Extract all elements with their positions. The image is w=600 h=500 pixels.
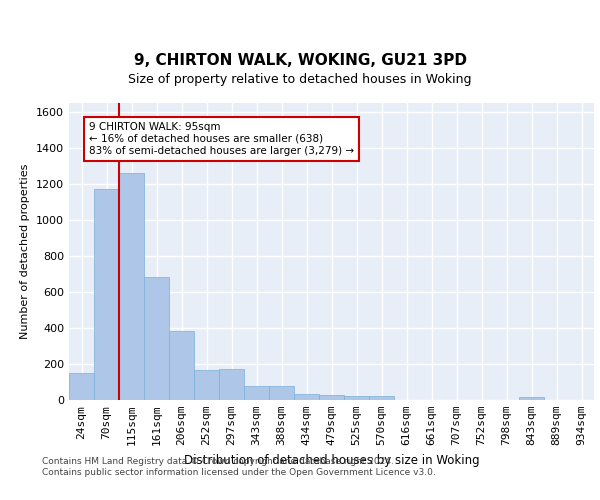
Bar <box>219 370 244 400</box>
Bar <box>369 396 394 400</box>
Bar <box>144 278 169 400</box>
Bar <box>519 398 544 400</box>
Y-axis label: Number of detached properties: Number of detached properties <box>20 164 31 339</box>
Text: Contains HM Land Registry data © Crown copyright and database right 2024.: Contains HM Land Registry data © Crown c… <box>42 456 394 466</box>
Bar <box>94 189 119 400</box>
Bar <box>194 370 219 400</box>
Text: Contains public sector information licensed under the Open Government Licence v3: Contains public sector information licen… <box>42 468 436 477</box>
Text: 9, CHIRTON WALK, WOKING, GU21 3PD: 9, CHIRTON WALK, WOKING, GU21 3PD <box>133 52 467 68</box>
Text: 9 CHIRTON WALK: 95sqm
← 16% of detached houses are smaller (638)
83% of semi-det: 9 CHIRTON WALK: 95sqm ← 16% of detached … <box>89 122 354 156</box>
Bar <box>169 332 194 400</box>
Bar <box>344 396 369 400</box>
Bar <box>244 386 269 400</box>
X-axis label: Distribution of detached houses by size in Woking: Distribution of detached houses by size … <box>184 454 479 466</box>
Bar <box>319 394 344 400</box>
Text: Size of property relative to detached houses in Woking: Size of property relative to detached ho… <box>128 74 472 86</box>
Bar <box>269 386 294 400</box>
Bar <box>69 373 94 400</box>
Bar <box>294 394 319 400</box>
Bar <box>119 173 144 400</box>
